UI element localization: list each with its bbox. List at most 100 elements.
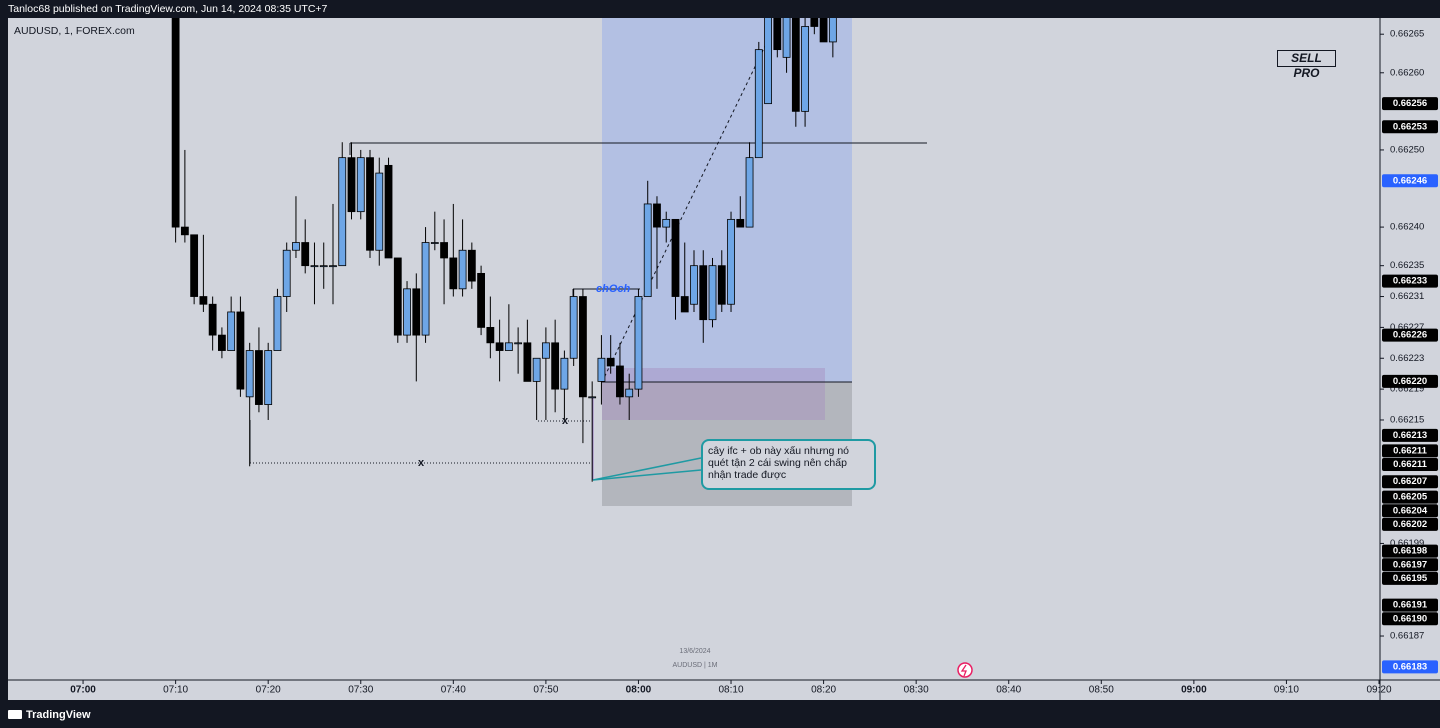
candle-body [828, 18, 837, 43]
price-label-box [1382, 120, 1438, 134]
candle-body [745, 157, 754, 228]
x-tick-label: 09:00 [1181, 685, 1207, 696]
price-label-box [1382, 444, 1438, 458]
candle-body [282, 249, 291, 297]
y-tick-label: 0.66260 [1390, 67, 1424, 78]
candle-body [310, 265, 319, 268]
candle-body [245, 350, 254, 398]
x-tick-label: 08:20 [811, 685, 836, 696]
candle-body [810, 18, 819, 27]
price-label-box [1382, 428, 1438, 442]
candle-body [477, 272, 485, 328]
candle-body [440, 242, 448, 259]
candle-body [801, 26, 809, 112]
candle-body [227, 311, 236, 351]
candle-body [347, 157, 356, 213]
price-label-box [1382, 374, 1438, 388]
price-label: 0.66198 [1393, 546, 1427, 557]
candle-body [560, 357, 569, 390]
candle-body [819, 18, 828, 43]
price-label: 0.66197 [1393, 559, 1427, 570]
footer-brand: TradingView [26, 709, 91, 721]
candle-body [393, 257, 402, 336]
callout-pointer [592, 469, 702, 481]
candle-body [625, 388, 634, 398]
time-axis: 07:00 07:10 07:20 07:30 07:40 07:50 08:00 08:10… [70, 680, 1392, 696]
price-label: 0.66211 [1393, 459, 1428, 470]
callout-pointer [592, 457, 702, 481]
price-label-box [1382, 457, 1438, 471]
x-tick-label: 09:10 [1274, 685, 1299, 696]
candle-body [791, 18, 800, 112]
candle-body [171, 18, 180, 228]
candle-body [569, 296, 578, 359]
price-label-box [1382, 612, 1438, 626]
alert-icon-bolt [960, 664, 967, 677]
candle-body [579, 296, 587, 398]
candle-body [541, 342, 550, 359]
y-tick-label: 0.66250 [1390, 144, 1424, 155]
candle-body [264, 350, 273, 405]
y-tick-label: 0.66240 [1390, 222, 1424, 233]
candle-body [773, 18, 782, 51]
candle-body [634, 296, 643, 390]
candle-body [180, 226, 189, 236]
price-label: 0.66211 [1393, 445, 1428, 456]
y-tick-label: 0.66231 [1390, 291, 1424, 302]
price-label: 0.66205 [1393, 492, 1428, 503]
candle-body [199, 296, 208, 305]
x-tick-label: 07:00 [70, 685, 96, 696]
candle-body [690, 265, 698, 305]
price-label: 0.66202 [1393, 519, 1427, 530]
y-tick-label: 0.66219 [1390, 384, 1424, 395]
price-label-box [1382, 490, 1438, 504]
footer-bar [0, 700, 1440, 728]
candle-body [319, 265, 328, 268]
y-tick-label: 0.66227 [1390, 322, 1424, 333]
price-label: 0.66195 [1393, 573, 1428, 584]
candle-body [523, 342, 532, 382]
candle-body [514, 342, 523, 345]
candle-body [236, 311, 245, 390]
candle-body [532, 357, 541, 382]
y-tick-label: 0.66215 [1390, 414, 1424, 425]
candle-body [653, 203, 661, 228]
drawing-labels: chOch x x AUDUSD, 1, FOREX.com 13/6/2024… [14, 25, 973, 678]
price-label: 0.66207 [1393, 476, 1427, 487]
candle-body [495, 342, 504, 351]
candle-body [717, 265, 726, 305]
price-label: 0.66220 [1393, 376, 1427, 387]
price-label: 0.66246 [1393, 175, 1427, 186]
y-tick-label: 0.66265 [1390, 29, 1424, 40]
candle-body [190, 234, 199, 297]
price-label-box [1382, 544, 1438, 558]
x-tick-label: 09:20 [1366, 685, 1391, 696]
price-label: 0.66190 [1393, 613, 1427, 624]
alert-icon[interactable] [957, 662, 973, 678]
candle-body [375, 172, 384, 251]
candle-body [412, 288, 421, 336]
y-tick-label: 0.66235 [1390, 260, 1424, 271]
candle-body [255, 350, 263, 405]
candle-body [551, 342, 560, 390]
price-label: 0.66213 [1393, 430, 1427, 441]
candle-body [208, 303, 217, 336]
price-label: 0.66226 [1393, 330, 1427, 341]
candle-body [736, 218, 745, 228]
watermark-symbol: AUDUSD | 1M [673, 662, 718, 669]
symbol-title: AUDUSD, 1, FOREX.com [14, 25, 135, 37]
price-label: 0.66191 [1393, 600, 1428, 611]
candle-body [671, 218, 680, 297]
x-tick-label: 07:50 [533, 685, 558, 696]
x-tick-label: 08:40 [996, 685, 1021, 696]
price-label-box [1382, 504, 1438, 518]
price-label: 0.66256 [1393, 98, 1427, 109]
candle-body [504, 342, 513, 351]
callout-note: cây ifc + ob này xấu nhưng nó quét tận 2… [701, 439, 876, 490]
price-label-box [1382, 274, 1438, 288]
watermark-date: 13/6/2024 [679, 648, 710, 655]
candle-body [338, 157, 347, 267]
price-label-box [1382, 571, 1438, 585]
